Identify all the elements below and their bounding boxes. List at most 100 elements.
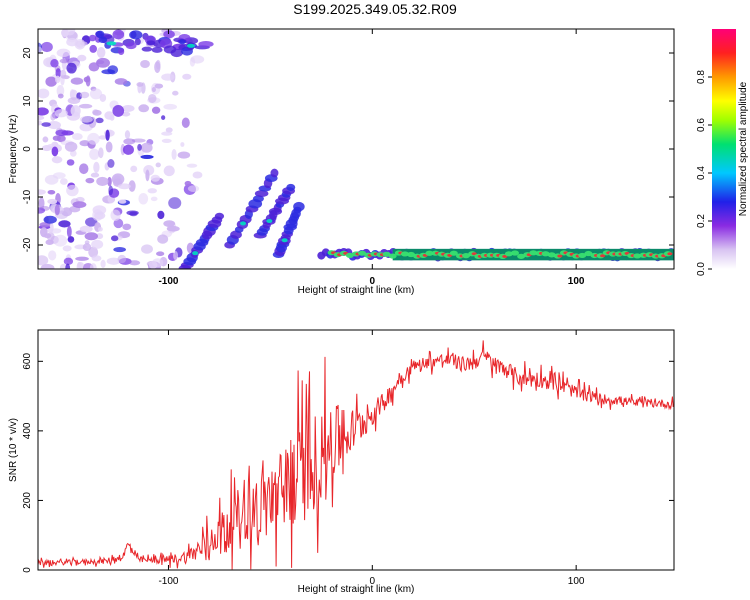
snr-series-line bbox=[38, 340, 674, 570]
spectral-blob bbox=[66, 184, 79, 197]
spectral-blob bbox=[78, 103, 93, 109]
colorbar-ticks: 0.0 0.2 0.4 0.6 0.8 bbox=[696, 70, 712, 276]
spectral-blob bbox=[114, 78, 128, 85]
spectral-blob bbox=[161, 138, 172, 143]
spectral-blob bbox=[184, 180, 192, 186]
x-tick-label: 100 bbox=[568, 276, 585, 287]
spectral-blob bbox=[107, 65, 119, 75]
spectral-blob bbox=[293, 201, 305, 212]
spectral-blob bbox=[56, 48, 71, 58]
colorbar-gradient bbox=[712, 29, 736, 269]
spectral-blob bbox=[95, 233, 104, 240]
snr-x-label: Height of straight line (km) bbox=[298, 584, 415, 595]
spectral-blob bbox=[177, 151, 191, 159]
spectral-blob bbox=[50, 113, 56, 121]
spectral-blob bbox=[584, 250, 593, 257]
spectral-blob bbox=[57, 93, 64, 99]
spectral-blob bbox=[382, 251, 391, 257]
spectral-blob bbox=[151, 46, 163, 53]
spectral-blob bbox=[128, 180, 136, 192]
spectral-blob bbox=[134, 38, 141, 46]
spectral-blob bbox=[425, 250, 434, 256]
spectral-blob bbox=[148, 93, 157, 103]
spectral-blob bbox=[128, 260, 141, 266]
spectral-blob bbox=[62, 245, 72, 252]
spectral-blob bbox=[189, 57, 196, 67]
spectral-blob bbox=[136, 82, 144, 87]
spectral-blob bbox=[168, 197, 182, 209]
spectral-blob bbox=[154, 61, 161, 73]
spectral-blob bbox=[93, 161, 100, 173]
x-tick-label: 0 bbox=[370, 276, 376, 287]
spectral-blob bbox=[38, 197, 45, 210]
spectral-blob bbox=[58, 220, 71, 228]
spectral-blob bbox=[89, 44, 98, 53]
spectral-blob bbox=[43, 215, 57, 224]
spectral-blob bbox=[166, 225, 180, 232]
spectral-blob bbox=[79, 116, 93, 123]
spectral-blob bbox=[55, 75, 61, 84]
spectral-blob bbox=[157, 234, 169, 244]
spectral-blob bbox=[145, 169, 150, 182]
spectral-blob bbox=[38, 255, 49, 266]
spectral-blob bbox=[66, 159, 75, 166]
spectral-blob bbox=[48, 250, 57, 261]
spectral-blob bbox=[89, 88, 103, 100]
spectral-blob bbox=[40, 263, 55, 269]
spectral-blob bbox=[150, 196, 158, 202]
spectrogram-x-axis: -100 0 100 bbox=[158, 29, 585, 287]
spectral-blob bbox=[125, 42, 137, 50]
spectral-blob bbox=[529, 250, 538, 256]
spectral-blob bbox=[50, 58, 59, 68]
spectral-blob bbox=[38, 189, 46, 195]
spectral-blob bbox=[79, 225, 93, 233]
spectral-blob bbox=[137, 143, 142, 151]
spectral-blob bbox=[92, 209, 103, 221]
spectral-blob bbox=[76, 261, 82, 269]
spectral-blob bbox=[186, 43, 195, 48]
spectral-blob bbox=[66, 225, 72, 238]
spectral-blob bbox=[52, 135, 61, 141]
spectral-blob bbox=[358, 250, 367, 256]
spectral-blob bbox=[163, 220, 176, 228]
spectral-blob bbox=[67, 236, 75, 243]
spectral-blob bbox=[180, 142, 185, 147]
spectral-blob bbox=[131, 138, 146, 143]
spectral-blob bbox=[151, 106, 161, 114]
spectral-blob bbox=[106, 257, 121, 265]
spectral-blob bbox=[123, 138, 136, 145]
page-title: S199.2025.349.05.32.R09 bbox=[293, 1, 457, 17]
spectral-blob bbox=[345, 252, 354, 258]
spectral-blob bbox=[462, 253, 471, 259]
spectral-blob bbox=[108, 185, 114, 196]
spectral-blob bbox=[98, 135, 108, 140]
x-tick-label: 100 bbox=[568, 576, 585, 587]
spectral-blob bbox=[182, 73, 192, 80]
spectral-blob bbox=[41, 122, 51, 127]
spectral-blob bbox=[71, 133, 83, 140]
snr-y-axis: 0 200 400 600 bbox=[22, 353, 674, 573]
spectral-blob bbox=[91, 239, 104, 249]
spectral-blob bbox=[39, 222, 51, 228]
spectral-blob bbox=[155, 162, 161, 168]
y-tick-label: 400 bbox=[22, 422, 33, 439]
spectral-blob bbox=[138, 104, 150, 113]
colorbar-tick-label: 0.0 bbox=[696, 262, 707, 276]
spectral-blob bbox=[83, 76, 91, 83]
spectral-blob bbox=[633, 253, 642, 259]
spectral-blob bbox=[146, 40, 156, 46]
colorbar-tick-label: 0.8 bbox=[696, 70, 707, 84]
spectral-blob bbox=[51, 156, 63, 164]
spectral-blob bbox=[72, 201, 87, 209]
spectral-blob bbox=[54, 109, 68, 118]
y-tick-label: -20 bbox=[22, 237, 33, 252]
spectral-blob bbox=[66, 62, 77, 74]
spectral-blob bbox=[55, 129, 69, 137]
spectral-blob bbox=[63, 257, 74, 265]
spectral-blob bbox=[192, 251, 199, 256]
spectral-blob bbox=[47, 189, 56, 195]
spectral-blob bbox=[141, 46, 153, 52]
spectral-blob bbox=[50, 228, 62, 234]
